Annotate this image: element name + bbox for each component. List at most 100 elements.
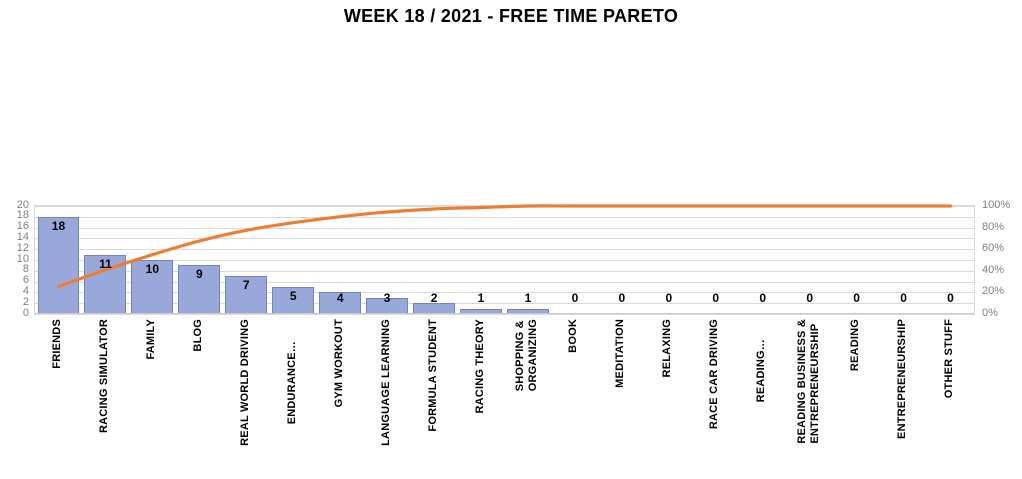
y-tick-label: 10 [16,252,29,265]
y-tick-label: 8 [22,263,29,276]
bar-value-label: 3 [383,291,391,305]
bar-value-label: 0 [618,291,626,305]
bar [366,297,409,314]
gridline [35,303,974,305]
gridline [35,292,974,294]
x-axis-label: LANGUAGE LEARNING [363,319,410,479]
x-axis-label: BOOK [550,319,597,479]
pct-tick-label: 20% [982,285,1005,298]
gridline [35,281,974,283]
x-axis-label-text: MEDITATION [614,319,627,388]
x-axis-label: READING… [738,319,785,479]
bar-value-label: 7 [242,278,250,293]
bar-value-label: 1 [524,291,532,305]
y-tick-label: 12 [16,241,29,254]
x-axis-label: RACE CAR DRIVING [691,319,738,479]
y-tick-label: 14 [16,230,29,243]
x-axis-label-text: OTHER STUFF [943,319,956,399]
bar-value-label: 18 [51,218,66,233]
x-axis-label: RELAXING [644,319,691,479]
x-axis-label-text: FAMILY [144,319,157,360]
gridline [35,227,974,229]
x-axis-label-text: GYM WORKOUT [332,319,345,408]
y-tick-label: 18 [16,209,29,222]
pct-tick-label: 80% [982,220,1005,233]
bar [460,308,502,314]
bar-value-label: 11 [99,256,112,271]
bar [37,216,80,314]
x-axis-labels: FRIENDS RACING SIMULATOR FAMILY BLOG REAL WO… [34,319,973,479]
x-axis-label: FORMULA STUDENT [410,319,457,479]
bar [225,276,268,314]
plot-area: 18 11 10 9 7 5 4 3 2 1 1 0 0 0 0 0 0 0 0 0 [34,204,975,315]
x-axis-label-text: RELAXING [661,319,674,378]
bar [272,287,315,314]
x-axis-label-text: ENDURANCE… [285,341,298,425]
bar-value-label: 4 [336,291,344,305]
x-axis-label-text: BOOK [567,319,580,353]
bar-value-label: 1 [477,291,485,305]
x-axis-label: MEDITATION [597,319,644,479]
y-tick-label: 16 [16,220,29,233]
bar [131,260,174,314]
x-axis-label-text: BLOG [191,319,204,352]
bar [178,265,221,314]
x-axis-label-text: READING… [755,339,768,403]
x-axis-label-text: RACE CAR DRIVING [708,319,721,430]
pct-tick-label: 0% [982,307,998,319]
y-tick-label: 20 [16,198,29,211]
bar-value-label: 0 [712,291,720,305]
bar-value-label: 0 [853,291,860,305]
pct-tick-label: 60% [982,242,1005,255]
x-axis-label-text: FORMULA STUDENT [426,319,439,432]
x-axis-label: GYM WORKOUT [316,319,363,479]
x-axis-label: REAL WORLD DRIVING [222,319,269,479]
y-tick-label: 6 [22,274,29,287]
x-axis-label-text: SHOPPING & ORGANIZING [513,319,539,392]
x-axis-label-text: ENTREPRENEURSHIP [896,319,909,439]
y-axis-left: 20 18 16 14 12 10 8 6 4 2 0 [0,199,29,318]
bar [507,308,549,314]
x-axis-label-text: REAL WORLD DRIVING [238,319,251,446]
gridline [35,249,974,251]
x-axis-label: FAMILY [128,319,175,479]
x-axis-line [35,313,974,314]
gridline [35,270,974,272]
cumulative-line-path [56,204,953,289]
pct-tick-label: 100% [982,199,1011,211]
x-axis-label-text: LANGUAGE LEARNING [379,319,392,446]
y-tick-label: 2 [22,295,29,308]
bar-value-label: 0 [947,291,954,305]
x-axis-label: ENTREPRENEURSHIP [879,319,926,479]
x-axis-label-text: RACING THEORY [473,319,486,414]
gridline [35,260,974,261]
bar [413,303,456,314]
bar-value-label: 0 [665,291,673,305]
x-axis-label: FRIENDS [34,319,81,479]
chart-title: WEEK 18 / 2021 - FREE TIME PARETO [343,6,679,26]
bar-value-label: 0 [806,291,813,305]
bar-value-label: 2 [430,291,438,305]
x-axis-label: RACING SIMULATOR [81,319,128,479]
bar [319,292,362,314]
x-axis-label: SHOPPING & ORGANIZING [504,319,551,479]
x-axis-label: OTHER STUFF [926,319,973,479]
bar-value-label: 0 [759,291,767,305]
bar-value-label: 0 [571,291,579,305]
bar-value-label: 5 [289,289,297,303]
x-axis-label: READING [832,319,879,479]
cumulative-line [56,204,953,289]
x-axis-label: ENDURANCE… [269,319,316,479]
x-axis-label-text: READING BUSINESS & ENTREPRENEURSHIP [795,319,821,444]
gridline [35,314,974,315]
x-axis-label: READING BUSINESS & ENTREPRENEURSHIP [785,319,832,479]
bar-value-label: 9 [195,267,203,282]
bar-value-label: 10 [145,262,160,276]
bar-value-label: 0 [900,291,907,305]
gridline [35,238,974,240]
x-axis-label-text: READING [849,319,862,372]
gridline [35,216,974,218]
x-axis-label-text: FRIENDS [50,319,63,369]
x-axis-label: BLOG [175,319,222,479]
